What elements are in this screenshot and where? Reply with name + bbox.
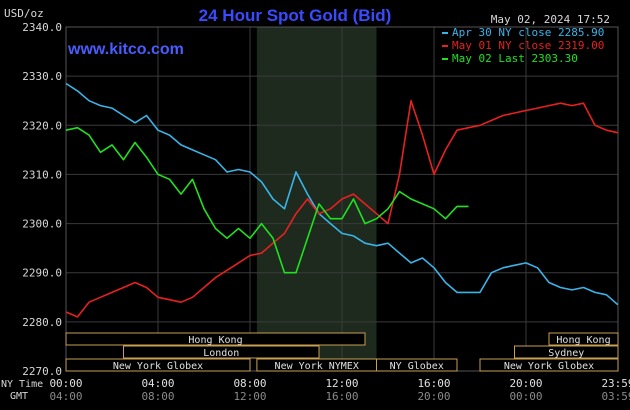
session-box xyxy=(65,358,251,372)
y-tick-label: 2270.0 xyxy=(22,365,62,378)
chart-title: 24 Hour Spot Gold (Bid) xyxy=(199,6,392,25)
x-tick-label-gmt: 12:00 xyxy=(233,390,266,403)
series-line-3 xyxy=(65,126,469,274)
session-box xyxy=(514,345,619,359)
x-tick-label-gmt: 00:00 xyxy=(509,390,542,403)
session-box xyxy=(479,358,619,372)
session-label: Sydney xyxy=(548,348,584,359)
session-label: New York Globex xyxy=(504,361,594,372)
x-tick-label-ny: 00:00 xyxy=(49,377,82,390)
session-box xyxy=(65,332,366,346)
y-axis-ticks: 2270.0 2280.0 2290.0 2300.0 2310.0 2320.0 2330… xyxy=(22,21,62,378)
legend-item: May 02 Last 2303.30 xyxy=(452,52,578,65)
x-tick-label-gmt: 03:59 xyxy=(601,390,630,403)
session-label: London xyxy=(203,348,239,359)
session-label: NY Globex xyxy=(390,361,444,372)
x-axis-ticks: 00:0004:0008:0012:0016:0020:0023:5904:00… xyxy=(49,377,630,403)
y-tick-label: 2310.0 xyxy=(22,168,62,181)
session-label: Hong Kong xyxy=(188,335,242,346)
x-tick-label-ny: 04:00 xyxy=(141,377,174,390)
gmt-label: GMT xyxy=(10,391,28,402)
y-tick-label: 2320.0 xyxy=(22,119,62,132)
price-series xyxy=(65,82,619,318)
nymex-session-highlight xyxy=(256,27,377,371)
series-line-1 xyxy=(65,82,619,306)
market-sessions: Hong Kong Hong Kong London Sydney New York G… xyxy=(65,332,619,372)
session-label: New York Globex xyxy=(113,361,203,372)
session-box xyxy=(548,332,619,346)
x-tick-label-ny: 23:59 xyxy=(601,377,630,390)
timestamp: May 02, 2024 17:52 xyxy=(491,13,610,26)
legend-item: Apr 30 NY close 2285.90 xyxy=(452,26,604,39)
x-tick-label-gmt: 08:00 xyxy=(141,390,174,403)
x-tick-label-gmt: 16:00 xyxy=(325,390,358,403)
site-link[interactable]: www.kitco.com xyxy=(67,41,184,58)
series-line-2 xyxy=(65,99,618,318)
y-tick-label: 2340.0 xyxy=(22,21,62,34)
y-tick-label: 2330.0 xyxy=(22,70,62,83)
x-tick-label-ny: 08:00 xyxy=(233,377,266,390)
legend-item: May 01 NY close 2319.00 xyxy=(452,39,604,52)
y-tick-label: 2280.0 xyxy=(22,316,62,329)
session-label: Hong Kong xyxy=(556,335,610,346)
unit-label: USD/oz xyxy=(4,7,44,20)
session-box xyxy=(123,345,320,359)
x-tick-label-gmt: 20:00 xyxy=(417,390,450,403)
x-tick-label-ny: 16:00 xyxy=(417,377,450,390)
session-label: New York NYMEX xyxy=(275,361,359,372)
x-tick-label-ny: 20:00 xyxy=(509,377,542,390)
x-tick-label-gmt: 04:00 xyxy=(49,390,82,403)
session-box xyxy=(376,358,458,372)
y-tick-label: 2290.0 xyxy=(22,267,62,280)
ny-time-label: NY Time xyxy=(1,379,43,390)
y-tick-label: 2300.0 xyxy=(22,218,62,231)
x-tick-label-ny: 12:00 xyxy=(325,377,358,390)
